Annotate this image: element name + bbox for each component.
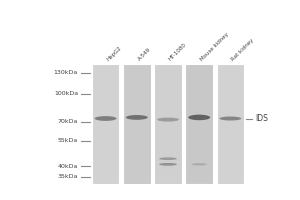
Bar xyxy=(123,64,151,184)
Ellipse shape xyxy=(126,115,148,120)
Bar xyxy=(185,64,213,184)
Text: 55kDa: 55kDa xyxy=(58,138,78,143)
Bar xyxy=(92,64,119,184)
Ellipse shape xyxy=(219,117,242,120)
Ellipse shape xyxy=(157,118,179,122)
Text: 130kDa: 130kDa xyxy=(54,70,78,75)
Ellipse shape xyxy=(192,163,207,166)
Ellipse shape xyxy=(94,116,117,121)
Text: 100kDa: 100kDa xyxy=(54,91,78,96)
Bar xyxy=(217,64,244,184)
Text: A-549: A-549 xyxy=(137,47,152,62)
Text: IDS: IDS xyxy=(255,114,268,123)
Text: 35kDa: 35kDa xyxy=(58,174,78,179)
Text: Rat kidney: Rat kidney xyxy=(230,38,255,62)
Ellipse shape xyxy=(159,157,177,160)
Ellipse shape xyxy=(188,115,210,120)
Bar xyxy=(154,64,182,184)
Text: HT-1080: HT-1080 xyxy=(168,42,188,62)
Text: Mouse kidney: Mouse kidney xyxy=(199,32,230,62)
Text: 40kDa: 40kDa xyxy=(58,164,78,169)
Text: HepG2: HepG2 xyxy=(106,45,122,62)
Ellipse shape xyxy=(159,163,177,166)
Text: 70kDa: 70kDa xyxy=(58,119,78,124)
